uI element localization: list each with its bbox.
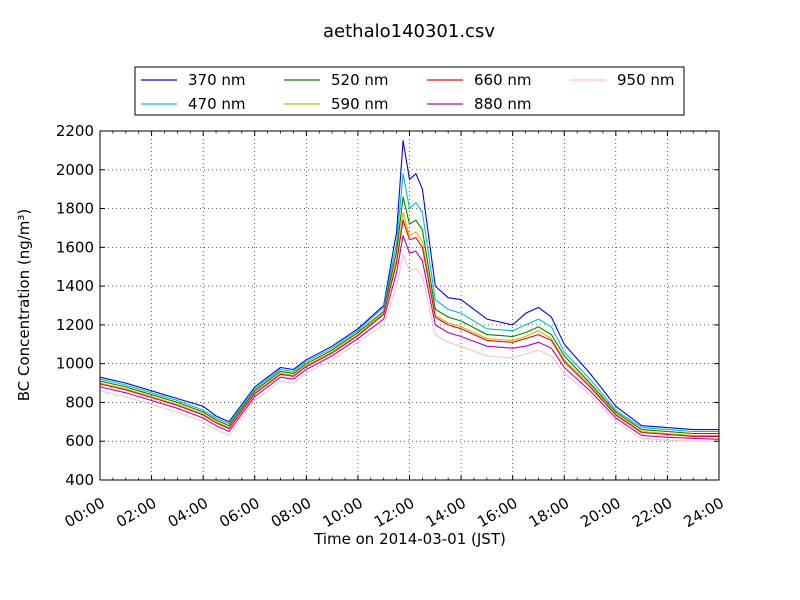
- x-tick-labels: 00:00 02:00 04:00 06:00 08:00 10:00 12:00 14:00…: [62, 494, 727, 531]
- y-tick-labels: 400 600 800 1000 1200 1400 1600 1800 2000 2200: [56, 122, 94, 489]
- series-line-0: [99, 140, 719, 431]
- x-tick-label: 18:00: [526, 494, 572, 531]
- legend: 370 nm 470 nm 520 nm 590 nm 660 nm 880 nm 950 …: [134, 66, 685, 116]
- chart-title: aethalo140301.csv: [323, 21, 495, 42]
- x-tick-label: 24:00: [681, 494, 727, 531]
- x-tick-label: 00:00: [62, 494, 108, 531]
- legend-label: 950 nm: [617, 71, 675, 89]
- x-tick-label: 16:00: [474, 494, 520, 531]
- x-tick-label: 22:00: [629, 494, 675, 531]
- y-axis-label: BC Concentration (ng/m³): [15, 209, 33, 402]
- y-tick-label: 800: [65, 393, 94, 411]
- series-lines: [99, 140, 720, 442]
- series-line-5: [99, 235, 720, 440]
- y-tick-label: 2200: [56, 122, 94, 140]
- x-tick-label: 02:00: [113, 494, 159, 531]
- series-line-1: [99, 173, 719, 433]
- x-tick-label: 10:00: [319, 494, 365, 531]
- legend-label: 880 nm: [474, 95, 532, 113]
- y-tick-label: 1000: [56, 355, 94, 373]
- y-tick-label: 1800: [56, 200, 94, 218]
- x-tick-label: 08:00: [268, 494, 314, 531]
- y-tick-label: 600: [65, 432, 94, 450]
- series-line-2: [99, 196, 719, 435]
- series-line-6: [99, 254, 719, 442]
- x-tick-label: 12:00: [371, 494, 417, 531]
- legend-label: 370 nm: [188, 71, 246, 89]
- y-tick-label: 400: [65, 471, 94, 489]
- x-tick-label: 14:00: [423, 494, 469, 531]
- legend-label: 660 nm: [474, 71, 532, 89]
- y-tick-label: 2000: [56, 161, 94, 179]
- legend-label: 470 nm: [188, 95, 246, 113]
- x-tick-label: 20:00: [577, 494, 623, 531]
- legend-label: 520 nm: [331, 71, 389, 89]
- y-tick-label: 1200: [56, 316, 94, 334]
- y-tick-label: 1400: [56, 277, 94, 295]
- legend-box: [134, 66, 685, 116]
- legend-label: 590 nm: [331, 95, 389, 113]
- axis-ticks: [99, 130, 720, 481]
- x-tick-label: 04:00: [165, 494, 211, 531]
- y-tick-label: 1600: [56, 238, 94, 256]
- x-tick-label: 06:00: [216, 494, 262, 531]
- series-line-3: [99, 211, 719, 436]
- x-axis-label: Time on 2014-03-01 (JST): [313, 530, 506, 548]
- series-line-4: [99, 219, 719, 437]
- grid-lines: [100, 131, 719, 480]
